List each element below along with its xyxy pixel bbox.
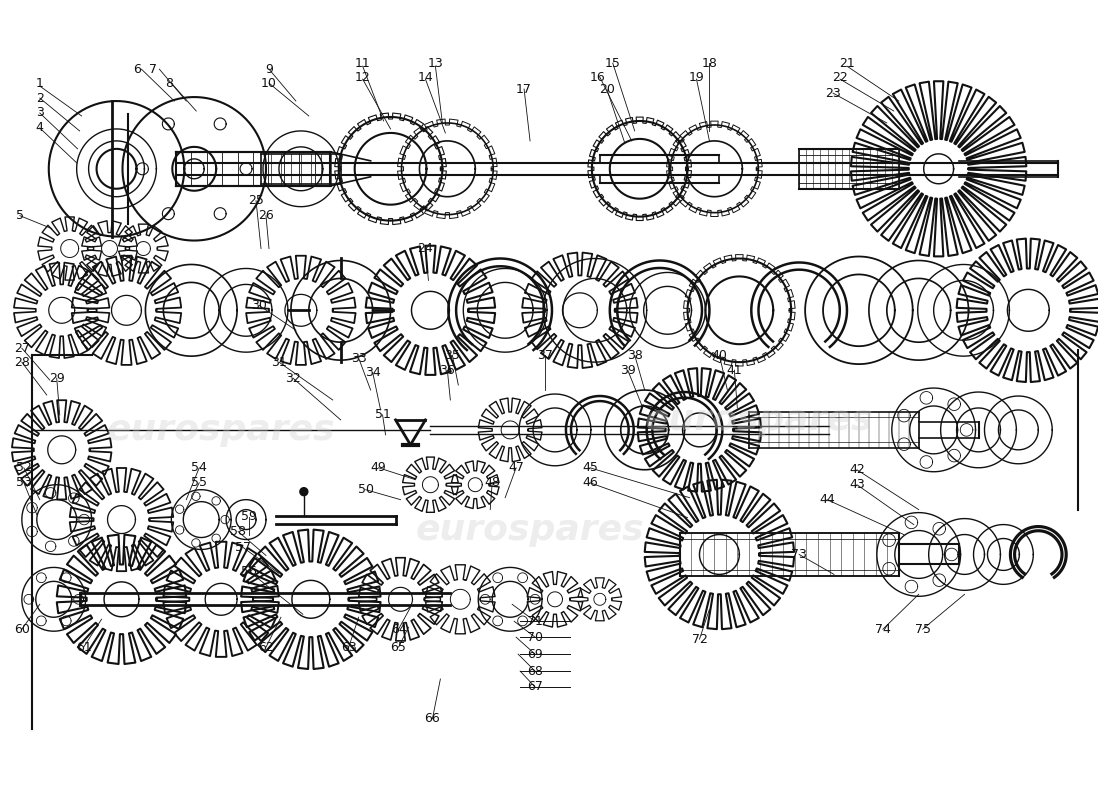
Text: 58: 58	[230, 525, 246, 538]
Text: 69: 69	[527, 648, 543, 661]
Text: 75: 75	[915, 622, 931, 636]
Text: 47: 47	[508, 462, 524, 474]
Text: 26: 26	[258, 209, 274, 222]
Text: 6: 6	[133, 62, 142, 76]
Text: 3: 3	[36, 106, 44, 119]
Text: 66: 66	[425, 712, 440, 726]
Text: eurospares: eurospares	[107, 413, 336, 447]
Text: 8: 8	[165, 77, 174, 90]
Text: 23: 23	[825, 86, 840, 99]
Text: 28: 28	[14, 356, 30, 369]
Text: 16: 16	[590, 70, 606, 84]
Text: 35: 35	[444, 349, 460, 362]
Text: 11: 11	[355, 57, 371, 70]
Text: 53: 53	[15, 476, 32, 490]
Text: 72: 72	[692, 633, 707, 646]
Text: 24: 24	[418, 242, 433, 255]
Text: 30: 30	[251, 299, 267, 312]
Text: 48: 48	[484, 476, 500, 490]
Circle shape	[300, 488, 308, 496]
Text: 25: 25	[249, 194, 264, 207]
Text: 46: 46	[582, 476, 597, 490]
Text: 5: 5	[15, 209, 24, 222]
Text: 33: 33	[351, 352, 366, 365]
Text: 39: 39	[620, 364, 636, 377]
Text: 34: 34	[365, 366, 381, 378]
Text: 31: 31	[271, 356, 287, 369]
Text: 19: 19	[689, 70, 704, 84]
Text: 37: 37	[537, 349, 553, 362]
Text: 42: 42	[849, 463, 865, 476]
Text: 40: 40	[712, 349, 727, 362]
Text: 10: 10	[261, 77, 277, 90]
Text: 55: 55	[191, 476, 207, 490]
Text: 51: 51	[375, 409, 390, 422]
Text: 73: 73	[791, 548, 807, 561]
Text: 57: 57	[235, 541, 251, 554]
Text: 54: 54	[191, 462, 207, 474]
Text: eurospares: eurospares	[416, 513, 645, 546]
Text: 14: 14	[418, 70, 433, 84]
Text: 44: 44	[820, 493, 835, 506]
Text: 29: 29	[48, 371, 65, 385]
Text: 71: 71	[527, 614, 543, 628]
Text: 18: 18	[702, 57, 717, 70]
Text: 12: 12	[355, 70, 371, 84]
Text: 67: 67	[527, 681, 543, 694]
Text: 74: 74	[874, 622, 891, 636]
Text: 41: 41	[726, 364, 742, 377]
Text: 56: 56	[241, 565, 257, 578]
Text: 13: 13	[428, 57, 443, 70]
Text: 50: 50	[358, 483, 374, 496]
Text: 17: 17	[516, 82, 532, 95]
Text: 20: 20	[598, 82, 615, 95]
Text: 22: 22	[832, 70, 848, 84]
Text: 1: 1	[36, 77, 44, 90]
Text: 68: 68	[527, 665, 543, 678]
Text: 60: 60	[14, 622, 30, 636]
Text: 36: 36	[440, 364, 455, 377]
Text: 61: 61	[76, 641, 91, 654]
Text: 62: 62	[258, 641, 274, 654]
Text: 4: 4	[36, 122, 44, 134]
Text: 15: 15	[605, 57, 620, 70]
Text: 64: 64	[390, 622, 406, 636]
Text: eurospares: eurospares	[645, 403, 873, 437]
Text: 7: 7	[150, 62, 157, 76]
Text: 65: 65	[390, 641, 407, 654]
Text: 21: 21	[839, 57, 855, 70]
Text: 45: 45	[582, 462, 597, 474]
Text: 38: 38	[627, 349, 642, 362]
Text: 27: 27	[14, 342, 30, 354]
Text: 32: 32	[285, 371, 300, 385]
Text: 52: 52	[15, 462, 32, 474]
Text: 43: 43	[849, 478, 865, 491]
Text: 49: 49	[371, 462, 386, 474]
Text: 63: 63	[341, 641, 356, 654]
Text: 2: 2	[36, 91, 44, 105]
Text: 9: 9	[265, 62, 273, 76]
Text: 70: 70	[527, 630, 543, 644]
Text: 59: 59	[241, 510, 257, 523]
